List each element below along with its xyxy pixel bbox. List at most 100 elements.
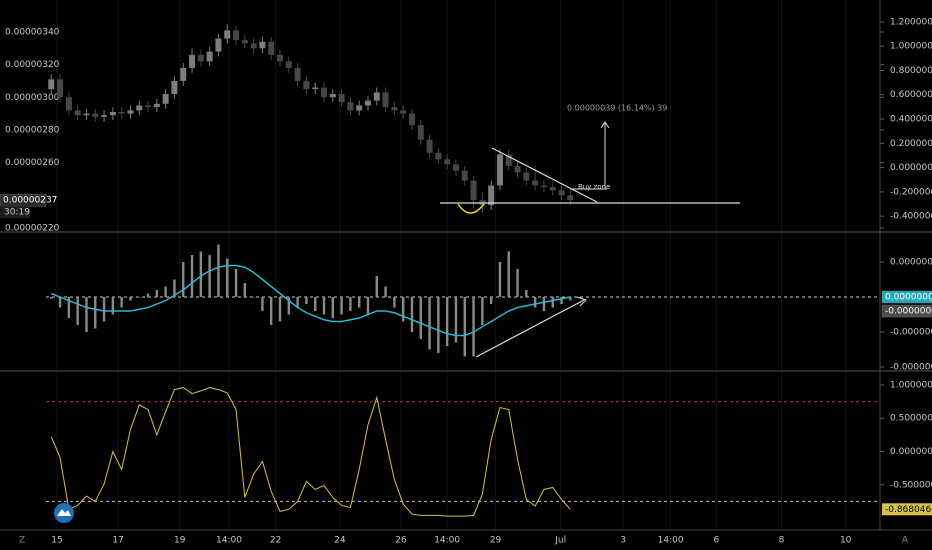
x-tick-label: 22 [270, 536, 281, 546]
histogram-bar [322, 297, 326, 315]
candle-body [145, 105, 152, 108]
candle-body [452, 164, 459, 171]
candle-body [523, 172, 530, 181]
candle-body [514, 165, 521, 173]
candle-body [391, 107, 398, 111]
y-tick-label: 0.00000280 [5, 125, 60, 135]
y-tick-label: 1.00000000 [890, 380, 932, 390]
histogram-bar [366, 297, 370, 315]
y-tick-label: 0.00000000 [890, 163, 932, 173]
histogram-bar [401, 297, 405, 322]
candle-body [206, 51, 213, 62]
histogram-bar [226, 258, 229, 298]
histogram-bar [454, 297, 458, 343]
arrow-head [576, 296, 587, 307]
y-tick-label: -0.50000000 [890, 480, 932, 490]
candle-body [488, 185, 495, 206]
histogram-bar [314, 297, 317, 312]
histogram-bar [111, 297, 115, 315]
candle-body [162, 94, 169, 104]
histogram-bar [384, 286, 387, 298]
histogram-bar [173, 279, 176, 298]
candle-body [373, 92, 380, 101]
x-tick-label: 14:00 [216, 536, 242, 546]
candle-body [496, 154, 503, 186]
histogram-bar [393, 297, 396, 308]
candle-body [294, 67, 301, 81]
candle-body [417, 125, 424, 140]
histogram-bar [261, 297, 264, 312]
arrow-head [600, 121, 610, 129]
measure-label: 0.00000039 (16.14%) 39 [567, 104, 667, 113]
histogram-bar [67, 297, 71, 319]
bottom-arc [457, 203, 485, 214]
histogram-bar [560, 297, 563, 305]
histogram-bar [199, 251, 203, 298]
y-tick-label: 0.80000000 [890, 66, 932, 76]
histogram-bar [270, 297, 273, 326]
candle-body [127, 110, 134, 114]
y-tick-label: 0.20000000 [890, 139, 932, 149]
oscillator-line [50, 387, 571, 517]
candle-body [83, 113, 90, 116]
candle-body [540, 185, 547, 188]
candle-body [558, 190, 565, 196]
candle-body [505, 154, 512, 166]
y-tick-label: 0.60000000 [890, 90, 932, 100]
price-label-box [881, 304, 932, 318]
candle-body [321, 87, 327, 98]
histogram-bar [146, 293, 150, 298]
x-tick-label: 8 [779, 536, 785, 546]
y-tick-label: 0.00000300 [5, 93, 60, 103]
candle-body [400, 110, 407, 114]
histogram-bar [278, 297, 282, 322]
histogram-bar [287, 297, 291, 315]
histogram-bar [375, 276, 378, 298]
x-tick-label: 6 [713, 536, 719, 546]
histogram-bar [551, 297, 554, 308]
candle-body [224, 30, 231, 39]
histogram-bar [533, 297, 537, 308]
annotation: Buy zone [578, 183, 610, 191]
candle-body [549, 187, 556, 191]
histogram-bar [516, 269, 519, 298]
histogram-bar [50, 297, 53, 299]
last-value-label: -0.86804609 [885, 505, 932, 515]
histogram-bar [138, 297, 141, 298]
price-label-box [881, 290, 932, 304]
candle-body [426, 139, 433, 153]
countdown-box [0, 206, 30, 219]
candle-body [277, 54, 284, 62]
x-tick-label: 17 [112, 536, 123, 546]
candle-body [532, 180, 539, 186]
y-tick-label: 1.20000000 [890, 17, 932, 27]
candle-body [65, 97, 72, 111]
y-tick-label: 0.40000000 [890, 115, 932, 125]
candle-body [470, 180, 477, 201]
x-tick-label: Jul [554, 536, 566, 546]
histogram-bar [489, 297, 493, 305]
histogram-bar [155, 290, 159, 298]
histogram-bar [410, 297, 414, 333]
histogram-bar [463, 297, 466, 357]
histogram-bar [481, 297, 484, 326]
histogram-bar [340, 297, 343, 315]
histogram-bar [76, 297, 79, 326]
candle-body [408, 113, 415, 126]
candle-body [268, 41, 275, 55]
y-tick-label: 0.00000010 [890, 258, 932, 268]
y-tick-label: 0.00000000 [890, 447, 932, 457]
candle-body [259, 41, 266, 49]
x-tick-label: 29 [490, 536, 502, 546]
trend-line [491, 147, 598, 203]
histogram-bar [182, 262, 185, 298]
y-tick-label: 1.00000000 [890, 42, 932, 52]
y-tick-label: 0.00000220 [5, 223, 60, 233]
candle-body [92, 113, 99, 117]
logo-mark [57, 509, 71, 516]
histogram-bar [94, 297, 97, 329]
candle-body [312, 87, 319, 90]
histogram-bar [243, 283, 247, 298]
histogram-bar [252, 297, 255, 298]
candle-body [338, 94, 345, 103]
